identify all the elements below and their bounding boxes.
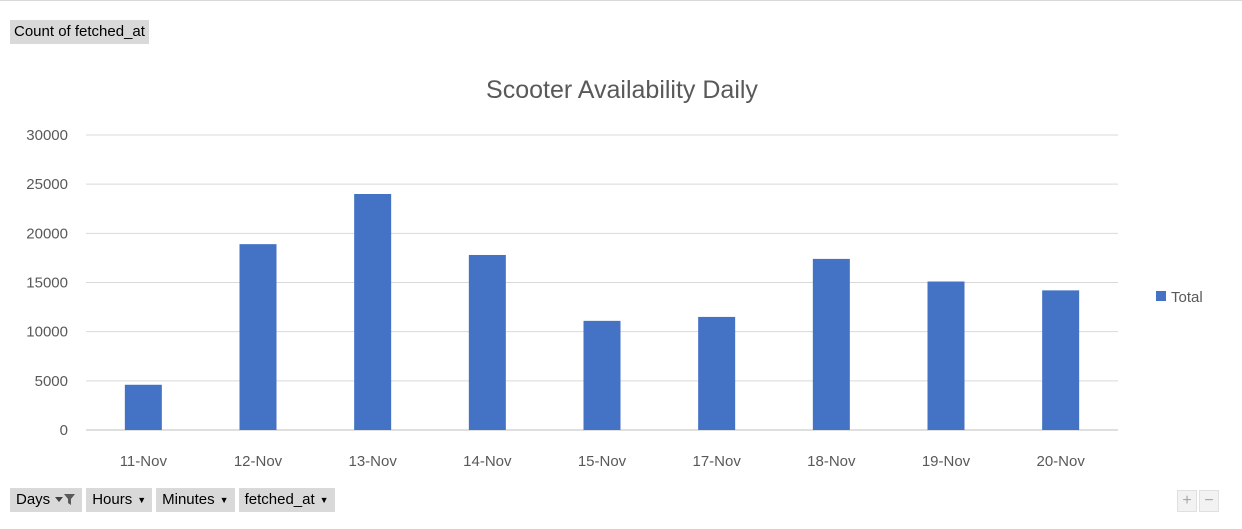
value-field-label: Count of fetched_at: [14, 23, 145, 40]
axis-field-buttons: Days Hours ▼ Minutes ▼ fetched_at ▼: [10, 488, 335, 512]
legend-swatch: [1156, 291, 1166, 301]
y-tick-label: 15000: [26, 275, 68, 292]
x-tick-label: 14-Nov: [463, 453, 512, 470]
hours-field-button[interactable]: Hours ▼: [86, 488, 153, 512]
dropdown-arrow-icon: ▼: [219, 495, 229, 505]
hours-field-label: Hours: [92, 491, 133, 508]
bar[interactable]: [812, 258, 850, 430]
plus-icon: +: [1182, 492, 1192, 509]
minus-icon: −: [1204, 492, 1214, 509]
y-axis-labels: 0 5000 10000 15000 20000 25000 30000: [26, 127, 68, 439]
bar[interactable]: [354, 194, 392, 430]
x-tick-label: 20-Nov: [1036, 453, 1085, 470]
fetched-at-field-button[interactable]: fetched_at ▼: [238, 488, 335, 512]
days-field-label: Days: [16, 491, 51, 508]
minutes-field-button[interactable]: Minutes ▼: [156, 488, 235, 512]
y-tick-label: 20000: [26, 225, 68, 242]
x-tick-label: 13-Nov: [348, 453, 397, 470]
fetched-at-field-label: fetched_at: [244, 491, 315, 508]
bar[interactable]: [239, 244, 277, 430]
top-border: [0, 0, 1242, 1]
x-axis-labels: 11-Nov 12-Nov 13-Nov 14-Nov 15-Nov 17-Nov 18-N…: [120, 453, 1086, 470]
x-tick-label: 12-Nov: [234, 453, 283, 470]
legend: Total: [1156, 289, 1203, 306]
dropdown-arrow-icon: ▼: [137, 495, 147, 505]
x-tick-label: 17-Nov: [692, 453, 741, 470]
bars: [124, 194, 1080, 430]
bar[interactable]: [124, 384, 162, 430]
dropdown-arrow-icon: ▼: [319, 495, 329, 505]
bar[interactable]: [583, 320, 621, 430]
y-tick-label: 0: [60, 422, 68, 439]
x-tick-label: 18-Nov: [807, 453, 856, 470]
x-tick-label: 11-Nov: [120, 453, 168, 470]
value-field-button[interactable]: Count of fetched_at: [10, 20, 150, 44]
x-tick-label: 19-Nov: [922, 453, 971, 470]
bar[interactable]: [698, 316, 736, 430]
y-tick-label: 5000: [35, 373, 68, 390]
y-tick-label: 25000: [26, 176, 68, 193]
filter-dropdown-icon: [55, 494, 76, 505]
bar[interactable]: [468, 254, 506, 430]
y-tick-label: 10000: [26, 324, 68, 341]
days-field-button[interactable]: Days: [10, 488, 83, 512]
bar[interactable]: [927, 281, 965, 430]
collapse-field-button[interactable]: −: [1199, 490, 1219, 512]
x-tick-label: 15-Nov: [578, 453, 627, 470]
bar[interactable]: [1042, 290, 1080, 430]
chart-title: Scooter Availability Daily: [486, 76, 758, 104]
legend-label: Total: [1171, 289, 1203, 306]
minutes-field-label: Minutes: [162, 491, 215, 508]
expand-field-button[interactable]: +: [1177, 490, 1197, 512]
y-tick-label: 30000: [26, 127, 68, 144]
